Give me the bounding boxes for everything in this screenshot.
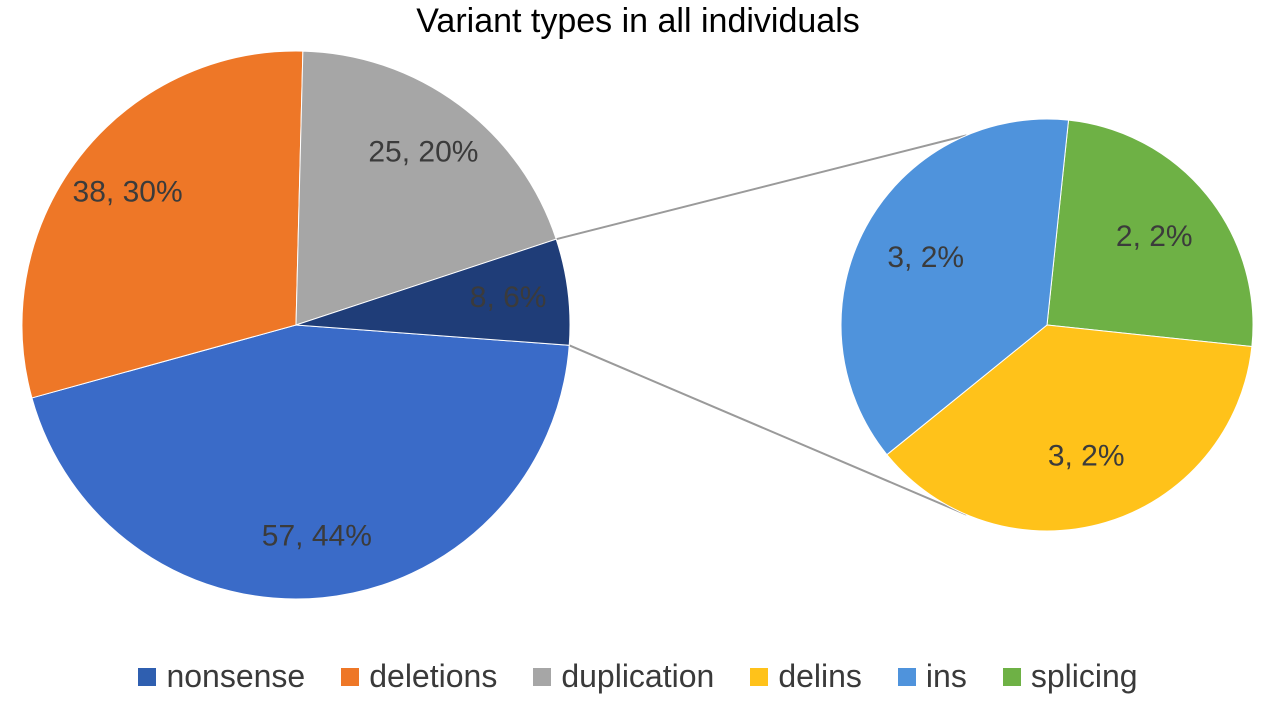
legend-swatch-duplication — [533, 667, 552, 686]
chart-title: Variant types in all individuals — [416, 2, 860, 40]
legend-swatch-ins — [897, 667, 916, 686]
secondary-data-label-delins: 3, 2% — [1048, 439, 1125, 472]
main-slice-other — [295, 238, 571, 346]
legend-item-splicing: splicing — [1002, 658, 1138, 695]
main-slice-nonsense — [31, 324, 570, 600]
legend: nonsense deletions duplication delins ins spl… — [0, 658, 1276, 695]
legend-swatch-deletions — [341, 667, 360, 686]
legend-item-nonsense: nonsense — [138, 658, 305, 695]
connector-line-top — [555, 134, 967, 241]
legend-swatch-nonsense — [138, 667, 157, 686]
legend-swatch-delins — [750, 667, 769, 686]
secondary-slice-delins — [886, 324, 1253, 532]
legend-label: splicing — [1030, 658, 1138, 694]
secondary-slice-ins — [840, 118, 1070, 456]
legend-label: duplication — [561, 658, 715, 694]
legend-label: ins — [925, 658, 967, 694]
legend-swatch-splicing — [1002, 667, 1021, 686]
legend-label: delins — [778, 658, 862, 694]
main-slice-duplication — [295, 50, 557, 326]
main-slice-deletions — [21, 50, 304, 399]
main-data-label-nonsense: 57, 44% — [262, 520, 372, 553]
legend-label: nonsense — [166, 658, 306, 694]
main-data-label-deletions: 38, 30% — [73, 175, 183, 208]
secondary-data-label-ins: 3, 2% — [887, 241, 964, 274]
legend-item-duplication: duplication — [533, 658, 714, 695]
legend-item-deletions: deletions — [341, 658, 497, 695]
legend-item-ins: ins — [897, 658, 967, 695]
legend-label: deletions — [369, 658, 498, 694]
secondary-pie: 2, 2% 3, 2% 3, 2% — [840, 118, 1254, 532]
secondary-data-label-splicing: 2, 2% — [1116, 220, 1193, 253]
main-data-label-duplication: 25, 20% — [368, 135, 478, 168]
connector-lines — [555, 134, 967, 516]
legend-item-delins: delins — [750, 658, 862, 695]
secondary-slice-splicing — [1046, 119, 1254, 348]
main-pie: 57, 44% 38, 30% 25, 20% 8, 6% — [21, 50, 571, 600]
main-data-label-other: 8, 6% — [470, 281, 547, 314]
connector-line-bottom — [568, 344, 967, 516]
